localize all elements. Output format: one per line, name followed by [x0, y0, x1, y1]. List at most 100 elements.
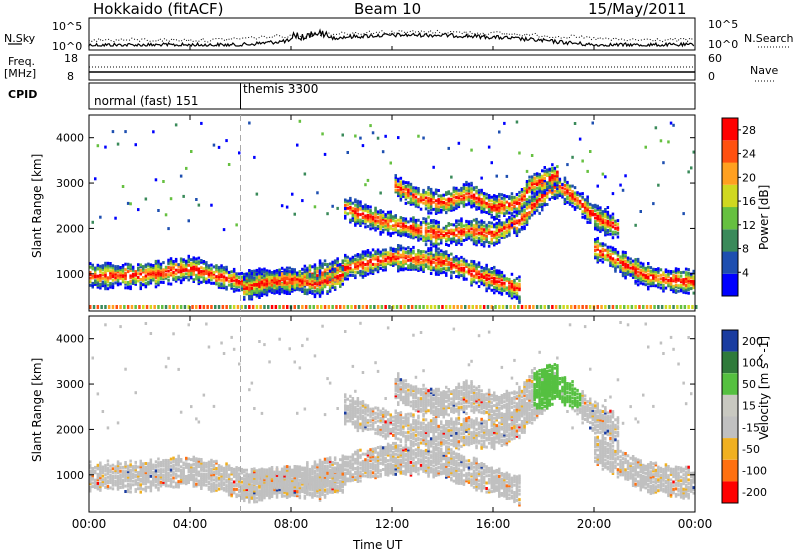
power-cell	[298, 284, 302, 288]
power-cell	[586, 200, 589, 204]
power-cell	[624, 263, 627, 267]
power-cell	[530, 199, 534, 202]
power-cell	[442, 226, 445, 230]
power-cell	[417, 218, 420, 222]
velocity-cell	[202, 476, 206, 480]
velocity-cell	[101, 478, 105, 482]
power-cell	[339, 266, 342, 270]
power-cell	[346, 206, 349, 210]
power-cell	[339, 275, 342, 279]
power-cell	[429, 248, 433, 252]
power-cell	[379, 220, 382, 223]
power-cell	[321, 277, 324, 280]
power-cell	[359, 257, 362, 261]
power-cell	[318, 294, 322, 298]
power-cell	[460, 199, 463, 203]
power-cell	[599, 228, 602, 232]
velocity-cell	[210, 473, 213, 477]
velocity-cell	[192, 473, 195, 477]
velocity-cell	[195, 473, 198, 477]
power-cell	[131, 269, 135, 273]
power-cell	[342, 305, 346, 309]
power-cell	[490, 267, 493, 270]
power-cell	[331, 269, 334, 273]
power-cell	[104, 279, 107, 283]
power-cell	[636, 274, 640, 278]
velocity-cell	[137, 483, 140, 487]
power-cell	[386, 219, 390, 223]
power-cell	[220, 284, 223, 288]
power-cell	[543, 176, 546, 180]
power-cell	[503, 223, 506, 227]
velocity-cell	[134, 473, 137, 477]
power-cell	[495, 282, 498, 285]
power-cell	[417, 267, 420, 271]
velocity-cell	[104, 482, 107, 486]
power-cell	[369, 260, 372, 264]
power-cell	[480, 275, 483, 278]
power-cell	[162, 268, 165, 272]
velocity-cell	[210, 469, 213, 473]
power-cell	[518, 151, 521, 155]
power-cell	[535, 179, 539, 183]
power-cell	[505, 277, 509, 281]
velocity-cell	[167, 460, 170, 464]
power-cell	[535, 190, 539, 194]
power-cell	[369, 220, 372, 223]
power-cell	[477, 225, 481, 229]
power-cell	[495, 195, 498, 199]
power-cell	[245, 281, 248, 285]
power-cell	[609, 263, 612, 267]
velocity-cell	[200, 459, 203, 463]
power-cell	[482, 240, 486, 244]
power-cell	[616, 258, 620, 262]
power-cell	[533, 204, 536, 208]
velocity-cell	[185, 458, 188, 462]
power-cell	[179, 266, 183, 270]
power-cell	[139, 283, 142, 287]
power-cell	[525, 217, 529, 221]
power-cell	[225, 271, 228, 275]
power-cell	[422, 260, 425, 264]
power-cell	[414, 265, 418, 269]
power-cell	[164, 274, 168, 278]
power-cell	[525, 202, 529, 206]
power-cell	[361, 254, 365, 257]
power-cell	[636, 277, 640, 281]
power-cell	[601, 249, 605, 253]
power-cell	[288, 284, 291, 288]
velocity-cell	[134, 391, 137, 395]
power-cell	[399, 253, 403, 257]
power-cell	[642, 305, 645, 309]
power-cell	[433, 305, 437, 309]
velocity-cell	[225, 467, 228, 471]
power-cell	[654, 271, 658, 275]
velocity-cell	[187, 323, 190, 327]
power-cell	[285, 285, 289, 289]
power-cell	[323, 152, 327, 156]
velocity-cell	[207, 467, 211, 471]
velocity-cell	[167, 356, 170, 360]
velocity-cell	[94, 484, 97, 487]
velocity-cell	[89, 476, 92, 480]
power-cell	[624, 269, 627, 273]
power-cell	[687, 284, 690, 288]
power-cell	[381, 261, 385, 265]
power-cell	[388, 305, 391, 309]
power-cell	[182, 258, 185, 262]
power-cell	[508, 221, 511, 224]
power-cell	[149, 272, 153, 276]
power-cell	[389, 214, 392, 218]
power-cell	[442, 204, 445, 208]
power-cell	[349, 206, 352, 209]
power-cell	[472, 260, 476, 264]
power-cell	[220, 282, 223, 286]
velocity-cell	[169, 477, 173, 481]
power-cell	[417, 256, 420, 260]
power-cell	[412, 258, 415, 262]
power-cell	[101, 284, 105, 288]
velocity-cell	[137, 470, 140, 474]
power-cell	[434, 256, 438, 260]
power-cell	[525, 187, 529, 191]
power-cell	[356, 217, 360, 221]
